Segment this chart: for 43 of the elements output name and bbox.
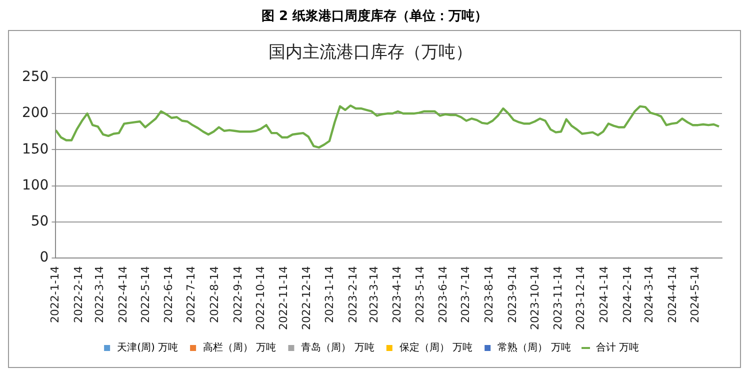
- chart-title: 图 2 纸浆港口周度库存（单位：万吨）: [260, 8, 489, 26]
- x-tick-label: 2023-1-14: [323, 266, 336, 324]
- x-tick-label: 2022-3-14: [92, 266, 106, 324]
- y-tick-label: 250: [22, 69, 49, 86]
- x-tick-label: 2023-12-14: [574, 266, 588, 330]
- x-tick-label: 2022-9-14: [231, 266, 244, 324]
- x-tick-label: 2023-7-14: [459, 266, 472, 324]
- x-tick-label: 2022-12-14: [300, 266, 313, 330]
- legend-label: 常熟（周） 万吨: [498, 342, 571, 354]
- y-tick-label: 150: [22, 141, 49, 158]
- legend-label: 高栏（周） 万吨: [203, 342, 276, 354]
- x-tick-label: 2022-6-14: [162, 266, 176, 324]
- x-tick-label: 2023-8-14: [482, 266, 496, 324]
- y-tick-label: 50: [30, 214, 49, 230]
- x-tick-label: 2022-8-14: [208, 266, 222, 324]
- x-tick-label: 2023-10-14: [528, 266, 542, 330]
- x-tick-label: 2023-9-14: [506, 266, 519, 324]
- x-tick-label: 2024-1-14: [598, 266, 611, 324]
- x-tick-label: 2023-11-14: [552, 266, 565, 330]
- x-tick-label: 2023-2-14: [346, 266, 360, 324]
- x-tick-label: 2024-4-14: [666, 266, 679, 324]
- x-tick-label: 2022-2-14: [72, 266, 85, 324]
- y-tick-label: 0: [40, 250, 49, 266]
- x-tick-label: 2022-10-14: [254, 266, 267, 330]
- y-tick-label: 100: [22, 177, 49, 194]
- x-tick-label: 2023-3-14: [367, 266, 380, 324]
- x-tick-label: 2022-1-14: [48, 266, 62, 324]
- chart-subtitle: 国内主流港口库存（万吨）: [268, 42, 472, 63]
- x-tick-label: 2024-5-14: [688, 266, 702, 324]
- x-tick-label: 2024-2-14: [620, 266, 634, 324]
- legend-label: 天津(周) 万吨: [117, 342, 178, 354]
- legend-label: 保定（周） 万吨: [399, 342, 473, 354]
- y-tick-label: 200: [22, 105, 49, 122]
- legend-label: 合计 万吨: [596, 342, 639, 354]
- x-tick-label: 2022-4-14: [116, 266, 130, 324]
- x-tick-label: 2023-4-14: [390, 266, 404, 324]
- legend-label: 青岛（周） 万吨: [301, 342, 374, 354]
- x-tick-label: 2023-6-14: [436, 266, 450, 324]
- x-tick-label: 2023-5-14: [413, 266, 426, 324]
- x-tick-label: 2022-11-14: [277, 266, 290, 330]
- x-tick-label: 2022-5-14: [138, 266, 152, 324]
- x-tick-label: 2022-7-14: [184, 266, 198, 324]
- x-tick-label: 2024-3-14: [642, 266, 656, 324]
